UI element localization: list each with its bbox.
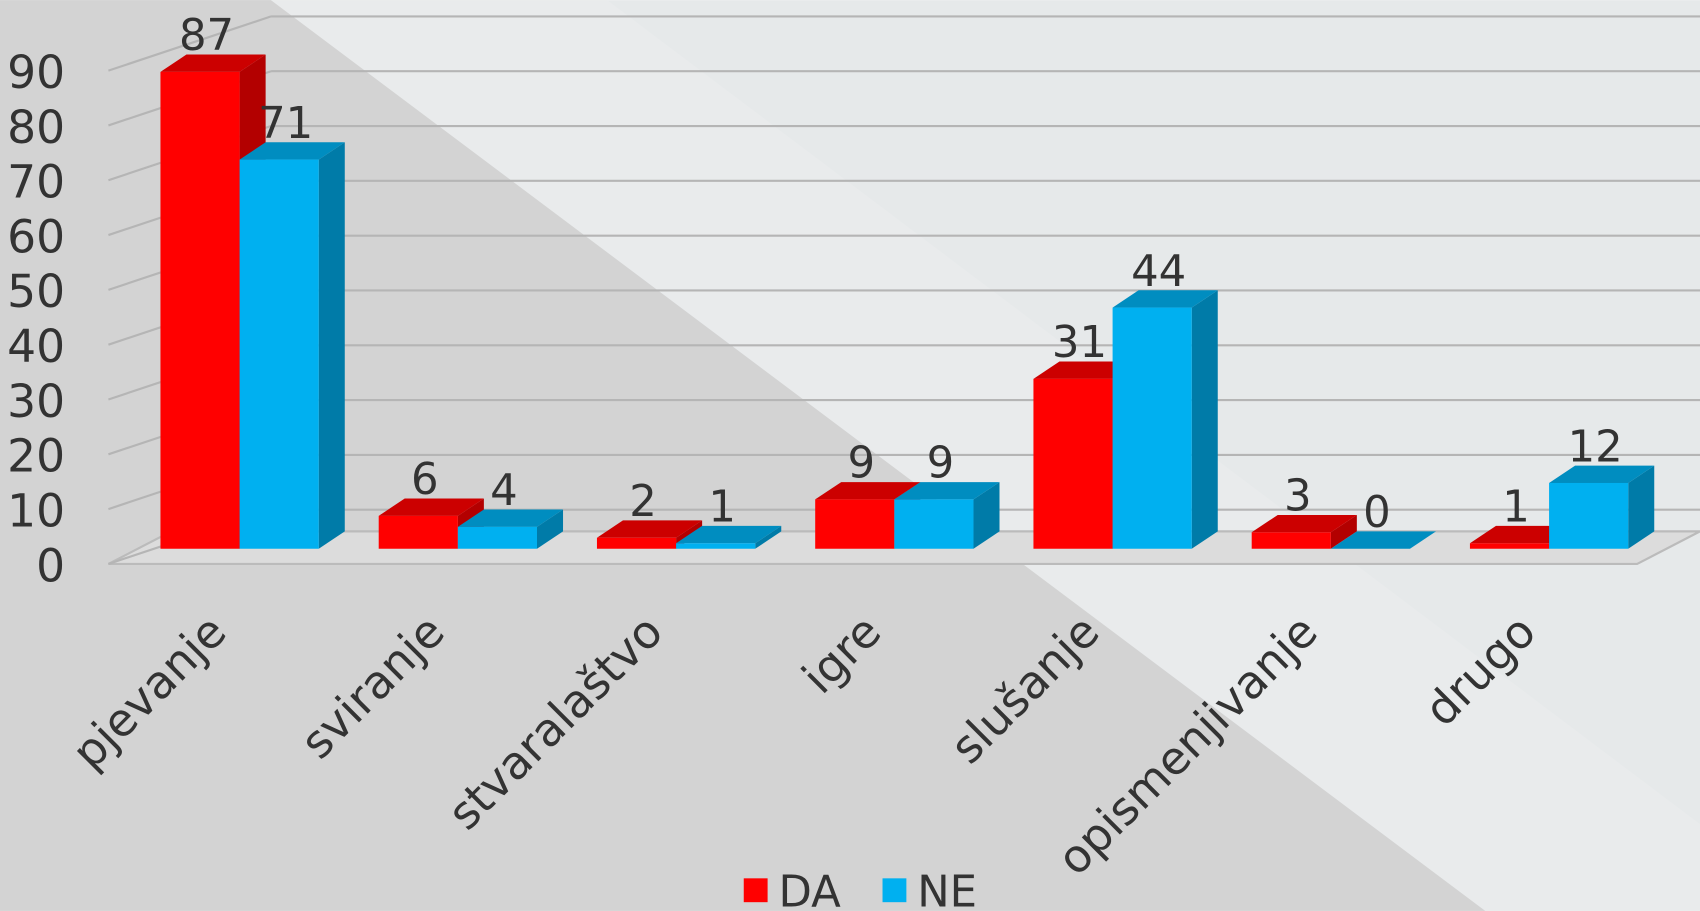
y-tick-label: 10: [7, 484, 65, 537]
value-label: 44: [1131, 247, 1186, 297]
bar-front: [378, 515, 458, 549]
bar-top: [378, 498, 484, 516]
value-label: 1: [1502, 483, 1530, 533]
bar: [676, 525, 782, 549]
bar: [1549, 465, 1655, 549]
value-label: 31: [1052, 318, 1107, 368]
value-label: 3: [1284, 472, 1312, 522]
bar-front: [239, 159, 319, 549]
value-label: 9: [927, 439, 955, 489]
bar-front: [676, 543, 756, 549]
value-label: 87: [179, 11, 234, 61]
bar-top: [160, 54, 266, 72]
legend-swatch: [743, 878, 768, 903]
bar-front: [596, 537, 677, 549]
bar-front: [894, 499, 974, 549]
value-label: 0: [1363, 488, 1391, 538]
bar: [1330, 531, 1437, 549]
bar: [894, 482, 1000, 549]
value-label: 2: [629, 477, 657, 527]
y-tick-label: 60: [7, 210, 65, 263]
bar-side: [1191, 290, 1218, 549]
y-tick-label: 20: [7, 430, 65, 483]
bar-top: [894, 482, 1000, 500]
bar-top: [1033, 361, 1139, 379]
bar-top: [1112, 290, 1218, 308]
legend-label: NE: [917, 868, 977, 911]
bar-side: [536, 509, 564, 549]
bar: [1251, 514, 1357, 549]
legend-swatch: [882, 878, 907, 903]
bar-front: [160, 71, 240, 549]
value-label: 4: [490, 466, 518, 516]
bar-top: [1251, 514, 1357, 533]
bar-side: [973, 482, 1000, 549]
bar-side: [755, 525, 782, 549]
bar-side: [1628, 465, 1655, 549]
bar-top: [1330, 531, 1437, 549]
bar: [1112, 290, 1218, 549]
y-tick-label: 30: [7, 375, 65, 428]
value-label: 9: [847, 439, 875, 489]
bar-front: [1251, 532, 1331, 549]
bar-top: [457, 509, 564, 527]
grid-line: [108, 15, 272, 72]
bar-front: [1112, 307, 1192, 549]
bar-top: [815, 482, 921, 500]
bar-top: [1469, 525, 1576, 544]
y-tick-label: 70: [7, 156, 65, 209]
bar-front: [457, 526, 537, 549]
y-tick-label: 80: [7, 101, 65, 154]
value-label: 12: [1568, 422, 1623, 472]
bar: [457, 509, 564, 549]
bar-top: [1549, 465, 1655, 483]
bar-top: [596, 520, 703, 538]
bar-top: [239, 142, 345, 160]
bar-side: [318, 142, 345, 549]
bar-front: [1469, 543, 1550, 549]
legend-label: DA: [778, 868, 841, 911]
y-tick-label: 90: [7, 46, 65, 99]
bar-side: [1330, 514, 1357, 549]
bar-front: [1033, 378, 1113, 549]
value-label: 71: [258, 99, 313, 149]
bar-top: [676, 525, 782, 544]
bar-front: [815, 499, 895, 549]
bar: [239, 142, 345, 549]
y-tick-label: 40: [7, 320, 65, 373]
bar-front: [1549, 482, 1629, 549]
y-tick-label: 0: [36, 539, 65, 592]
y-tick-label: 50: [7, 265, 65, 318]
value-label: 1: [708, 483, 736, 533]
value-label: 6: [411, 455, 439, 505]
